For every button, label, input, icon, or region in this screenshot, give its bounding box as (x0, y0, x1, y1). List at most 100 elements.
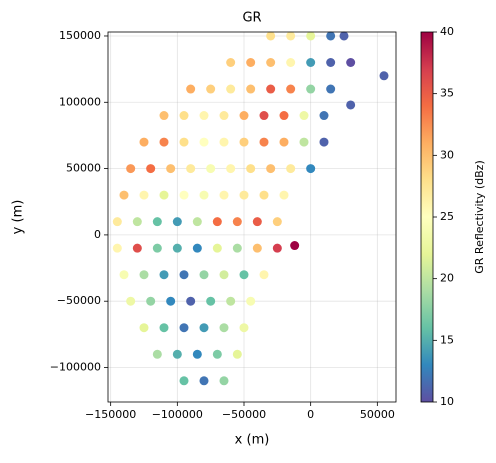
scatter-point (339, 31, 349, 41)
scatter-point (199, 376, 209, 386)
scatter-point (239, 323, 249, 333)
scatter-point (219, 190, 229, 200)
plot-frame (107, 31, 397, 403)
scatter-point (192, 243, 202, 253)
scatter-point (319, 137, 329, 147)
scatter-point (306, 58, 316, 68)
scatter-point (219, 376, 229, 386)
scatter-point (219, 137, 229, 147)
scatter-point (119, 190, 129, 200)
scatter-point (139, 190, 149, 200)
scatter-point (319, 111, 329, 121)
y-tick-label: 0 (94, 228, 101, 241)
scatter-point (246, 296, 256, 306)
scatter-point (132, 243, 142, 253)
scatter-point (159, 190, 169, 200)
scatter-point (239, 111, 249, 121)
scatter-point (172, 349, 182, 359)
scatter-point (272, 217, 282, 227)
scatter-point (179, 270, 189, 280)
scatter-point (279, 137, 289, 147)
scatter-point (146, 164, 156, 174)
scatter-point (226, 58, 236, 68)
points (112, 31, 389, 386)
scatter-point (152, 349, 162, 359)
colorbar (420, 31, 434, 403)
scatter-point (232, 349, 242, 359)
y-axis-label: y (m) (11, 200, 26, 235)
scatter-point (186, 164, 196, 174)
scatter-point (246, 58, 256, 68)
scatter-point (139, 270, 149, 280)
scatter-point (326, 31, 336, 41)
scatter-point (212, 349, 222, 359)
scatter-point (159, 111, 169, 121)
scatter-point (119, 270, 129, 280)
scatter-point (146, 296, 156, 306)
x-tick-label: 0 (307, 408, 314, 421)
scatter-point (266, 58, 276, 68)
scatter-point (259, 137, 269, 147)
scatter-point (179, 111, 189, 121)
y-tick-label: 50000 (66, 162, 101, 175)
scatter-point (252, 243, 262, 253)
colorbar-label: GR Reflectivity (dBz) (473, 160, 486, 273)
scatter-point (159, 270, 169, 280)
scatter-point (306, 31, 316, 41)
scatter-point (132, 217, 142, 227)
y-tick-label: −50000 (57, 294, 101, 307)
scatter-point (379, 71, 389, 81)
colorbar-tick-label: 15 (440, 333, 454, 346)
scatter-point (346, 100, 356, 110)
scatter-point (226, 296, 236, 306)
scatter-point (199, 190, 209, 200)
scatter-point (186, 296, 196, 306)
colorbar-tick-label: 25 (440, 210, 454, 223)
scatter-point (272, 243, 282, 253)
scatter-point (299, 111, 309, 121)
scatter-point (259, 111, 269, 121)
scatter-point (326, 58, 336, 68)
scatter-point (266, 84, 276, 94)
scatter-point (306, 164, 316, 174)
scatter-point (219, 323, 229, 333)
scatter-point (112, 217, 122, 227)
scatter-point (199, 323, 209, 333)
scatter-point (286, 84, 296, 94)
scatter-point (212, 243, 222, 253)
scatter-point (206, 84, 216, 94)
scatter-point (252, 217, 262, 227)
scatter-point (206, 164, 216, 174)
y-tick-label: 100000 (59, 95, 101, 108)
scatter-point (199, 137, 209, 147)
scatter-point (239, 270, 249, 280)
scatter-point (172, 243, 182, 253)
scatter-point (192, 217, 202, 227)
scatter-point (219, 270, 229, 280)
chart-title: GR (242, 11, 261, 26)
scatter-point (239, 137, 249, 147)
scatter-point (159, 323, 169, 333)
scatter-point (266, 164, 276, 174)
x-axis-label: x (m) (235, 433, 270, 448)
scatter-point (166, 164, 176, 174)
scatter-point (279, 190, 289, 200)
scatter-point (306, 84, 316, 94)
scatter-point (186, 84, 196, 94)
scatter-point (159, 137, 169, 147)
scatter-point (192, 349, 202, 359)
scatter-point (286, 164, 296, 174)
scatter-point (266, 31, 276, 41)
scatter-point (179, 137, 189, 147)
scatter-point (179, 190, 189, 200)
scatter-point (232, 217, 242, 227)
scatter-point (206, 296, 216, 306)
colorbar-tick-label: 20 (440, 272, 454, 285)
scatter-point (290, 241, 300, 251)
scatter-point (112, 243, 122, 253)
scatter-point (259, 190, 269, 200)
scatter-point (172, 217, 182, 227)
scatter-point (279, 111, 289, 121)
scatter-point (232, 243, 242, 253)
